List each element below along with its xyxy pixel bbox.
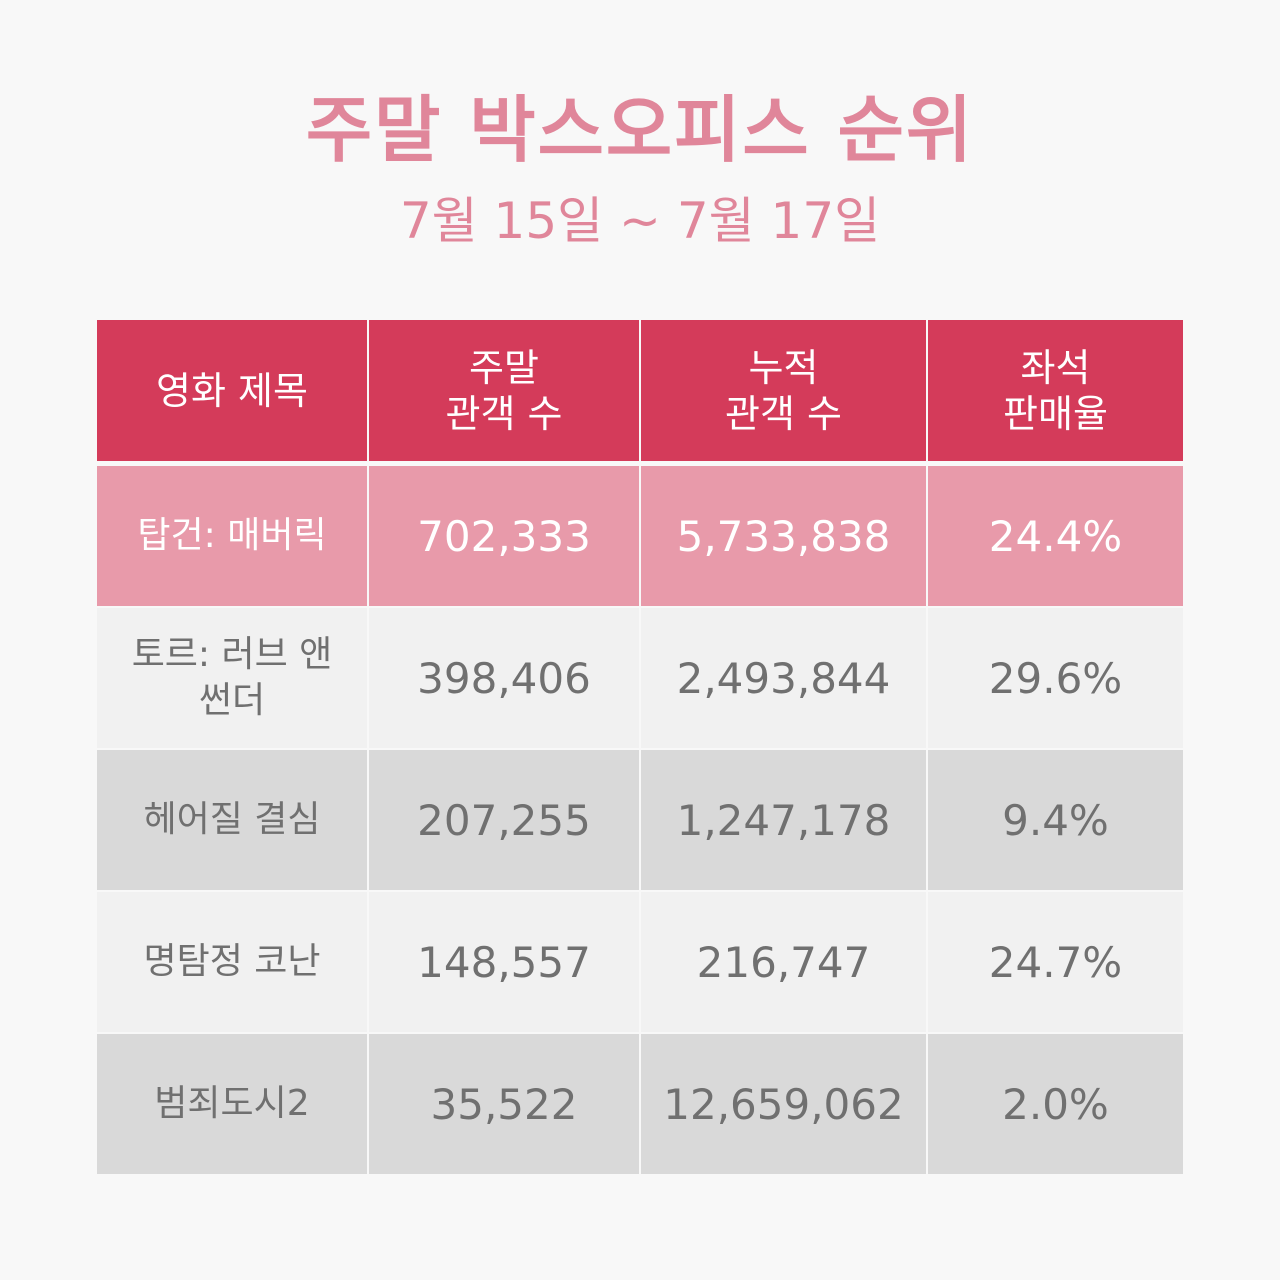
seat-rate-cell: 24.7% — [928, 892, 1183, 1032]
seat-rate-cell: 29.6% — [928, 608, 1183, 748]
weekend-audience-cell: 207,255 — [369, 750, 639, 890]
column-header-label: 누적 관객 수 — [725, 345, 842, 436]
column-header-weekend-audience: 주말 관객 수 — [369, 320, 639, 461]
seat-rate-cell: 9.4% — [928, 750, 1183, 890]
weekend-audience-cell: 148,557 — [369, 892, 639, 1032]
box-office-table: 영화 제목 주말 관객 수 누적 관객 수 좌석 판매율 탑건: 매버릭 702… — [97, 320, 1183, 1176]
column-header-title: 영화 제목 — [97, 320, 367, 461]
column-header-cumulative-audience: 누적 관객 수 — [641, 320, 926, 461]
cumulative-audience-cell: 216,747 — [641, 892, 926, 1032]
movie-title-cell: 헤어질 결심 — [97, 750, 367, 890]
movie-title-cell: 범죄도시2 — [97, 1034, 367, 1174]
cumulative-audience-cell: 2,493,844 — [641, 608, 926, 748]
seat-rate-cell: 2.0% — [928, 1034, 1183, 1174]
movie-title-cell: 탑건: 매버릭 — [97, 466, 367, 606]
column-header-label: 좌석 판매율 — [1003, 345, 1108, 436]
page-title: 주말 박스오피스 순위 — [305, 88, 975, 172]
seat-rate-cell: 24.4% — [928, 466, 1183, 606]
cumulative-audience-cell: 5,733,838 — [641, 466, 926, 606]
cumulative-audience-cell: 1,247,178 — [641, 750, 926, 890]
weekend-audience-cell: 398,406 — [369, 608, 639, 748]
column-header-label: 주말 관객 수 — [445, 345, 563, 436]
column-header-label: 영화 제목 — [156, 368, 308, 413]
weekend-audience-cell: 702,333 — [369, 466, 639, 606]
cumulative-audience-cell: 12,659,062 — [641, 1034, 926, 1174]
movie-title-cell: 명탐정 코난 — [97, 892, 367, 1032]
column-header-seat-sales-rate: 좌석 판매율 — [928, 320, 1183, 461]
movie-title-cell: 토르: 러브 앤 썬더 — [97, 608, 367, 748]
weekend-audience-cell: 35,522 — [369, 1034, 639, 1174]
date-range: 7월 15일 ~ 7월 17일 — [399, 192, 881, 250]
